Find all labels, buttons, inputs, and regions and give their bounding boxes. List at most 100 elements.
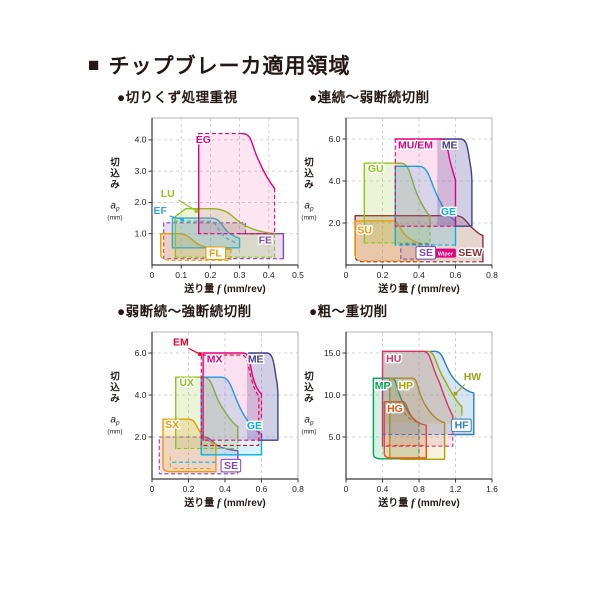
label-SU: SU bbox=[357, 225, 372, 237]
y-axis-title-char: 込 bbox=[304, 168, 314, 180]
y-axis-title-symbol: ap bbox=[110, 415, 120, 427]
region-EM-dashline bbox=[200, 354, 260, 446]
region-GE-line bbox=[200, 376, 263, 456]
x-tick-label: 0.5 bbox=[292, 270, 304, 280]
label-EG: EG bbox=[196, 134, 211, 146]
region-HU-area bbox=[382, 351, 453, 447]
chart-chip-control: 0 0.1 0.2 0.3 0.4 0.5 1.0 2.0 3.0 4.0 送り量 f (mm/re… bbox=[107, 117, 304, 295]
region-FE-line bbox=[238, 233, 285, 260]
x-tick-label: 0.4 bbox=[219, 484, 231, 494]
region-MX-dashline bbox=[203, 394, 263, 441]
x-axis-title: 送り量 f (mm/rev) bbox=[183, 496, 265, 509]
y-tick-label: 4.0 bbox=[329, 176, 341, 186]
region-SE-dashline bbox=[400, 243, 433, 260]
label-GE: GE bbox=[247, 420, 262, 432]
label-SE: SE bbox=[419, 247, 433, 259]
leader-end-marker bbox=[453, 391, 458, 396]
y-axis-title-char: 切 bbox=[110, 158, 120, 169]
y-axis-title-char: み bbox=[110, 180, 120, 191]
wiper-badge-label: Wiper bbox=[438, 251, 454, 257]
title-square-icon: ■ bbox=[88, 54, 101, 76]
region-HU-line bbox=[381, 350, 454, 447]
region-MUEM-line bbox=[394, 138, 457, 226]
region-GU-line bbox=[363, 162, 431, 244]
page-title: ■ チップブレーカ適用領域 bbox=[88, 50, 350, 80]
label-box-SE bbox=[415, 246, 437, 260]
y-tick-label: 2.0 bbox=[329, 218, 341, 228]
label-MU/EM: MU/EM bbox=[398, 139, 433, 151]
y-axis-title-char: み bbox=[110, 394, 120, 405]
label-HG: HG bbox=[387, 403, 403, 415]
leader-end-marker bbox=[180, 217, 184, 222]
region-ME-line bbox=[248, 352, 279, 441]
y-axis-title-char: 込 bbox=[110, 382, 120, 394]
label-EF: EF bbox=[153, 205, 167, 217]
region-GE-line bbox=[394, 165, 457, 246]
region-MUEM-dashline bbox=[394, 139, 456, 227]
region-GE-area bbox=[201, 377, 262, 455]
region-HW-area bbox=[382, 351, 462, 424]
region-HG-area bbox=[384, 401, 427, 458]
label-GE: GE bbox=[441, 206, 456, 218]
label-HW: HW bbox=[464, 371, 482, 383]
region-GE-area bbox=[395, 166, 456, 246]
label-FL: FL bbox=[209, 248, 222, 260]
region-MUEM-area bbox=[395, 139, 456, 227]
region-SU-dashline bbox=[354, 252, 420, 262]
chart-subtitle-2: ●連続～弱断続切削 bbox=[309, 90, 430, 105]
label-leader-line bbox=[177, 199, 197, 212]
region-GU-dashline bbox=[364, 225, 431, 244]
x-tick-label: 0.8 bbox=[486, 270, 498, 280]
y-tick-label: 15.0 bbox=[324, 348, 341, 358]
x-tick-label: 0 bbox=[150, 270, 155, 280]
y-axis-title-unit: (mm) bbox=[301, 429, 316, 436]
label-SE: SE bbox=[224, 460, 238, 472]
region-SX-dashline bbox=[169, 453, 211, 470]
x-tick-label: 0.6 bbox=[256, 484, 268, 494]
x-tick-label: 0.2 bbox=[183, 484, 195, 494]
chart-subtitle-1: ●切りくず処理重視 bbox=[117, 90, 238, 105]
region-EG-line bbox=[198, 132, 276, 235]
y-axis-title-char: 切 bbox=[110, 372, 120, 383]
region-ME-area bbox=[437, 139, 472, 227]
chart-interrupted-cutting: 0 0.2 0.4 0.6 0.8 2.0 4.0 6.0 送り量 f (mm/rev) 切込みa… bbox=[107, 331, 304, 509]
x-tick-label: 0.4 bbox=[263, 270, 275, 280]
label-SEW: SEW bbox=[458, 247, 482, 259]
label-ME: ME bbox=[248, 353, 264, 365]
region-EF-dashline bbox=[173, 220, 236, 243]
y-axis-title-symbol: ap bbox=[110, 201, 120, 213]
y-tick-label: 3.0 bbox=[135, 166, 147, 176]
region-HG-line bbox=[383, 401, 427, 459]
region-FL-dashline bbox=[160, 249, 232, 261]
y-axis-title-unit: (mm) bbox=[107, 215, 122, 222]
region-UX-dashline bbox=[175, 439, 239, 450]
label-LU: LU bbox=[161, 188, 175, 200]
y-tick-label: 2.0 bbox=[135, 197, 147, 207]
x-tick-label: 0 bbox=[150, 484, 155, 494]
region-LU-line bbox=[174, 208, 276, 258]
label-box-SE bbox=[220, 458, 242, 473]
y-axis-title-symbol: ap bbox=[304, 415, 314, 427]
region-EG-dashline bbox=[198, 133, 276, 235]
region-GU-area bbox=[364, 163, 430, 243]
region-SE-line bbox=[202, 436, 239, 474]
region-SU-area bbox=[355, 220, 419, 261]
region-LU-area bbox=[175, 208, 275, 258]
x-tick-label: 0.2 bbox=[204, 270, 216, 280]
region-SEW-dashline bbox=[354, 255, 483, 263]
region-HG-dashline bbox=[387, 401, 424, 446]
y-tick-label: 4.0 bbox=[135, 390, 147, 400]
region-ME-area bbox=[246, 353, 278, 441]
region-EF-line bbox=[171, 217, 241, 249]
x-tick-label: 0.2 bbox=[377, 270, 389, 280]
leader-end-marker bbox=[194, 209, 199, 213]
label-ME: ME bbox=[442, 139, 458, 151]
y-tick-label: 6.0 bbox=[135, 348, 147, 358]
label-MX: MX bbox=[207, 353, 223, 365]
y-tick-label: 4.0 bbox=[135, 135, 147, 145]
x-tick-label: 0 bbox=[344, 270, 349, 280]
region-UX-area bbox=[175, 377, 238, 449]
x-axis-title: 送り量 f (mm/rev) bbox=[377, 282, 459, 295]
region-EG-area bbox=[198, 133, 275, 234]
region-ME-line bbox=[440, 138, 473, 227]
